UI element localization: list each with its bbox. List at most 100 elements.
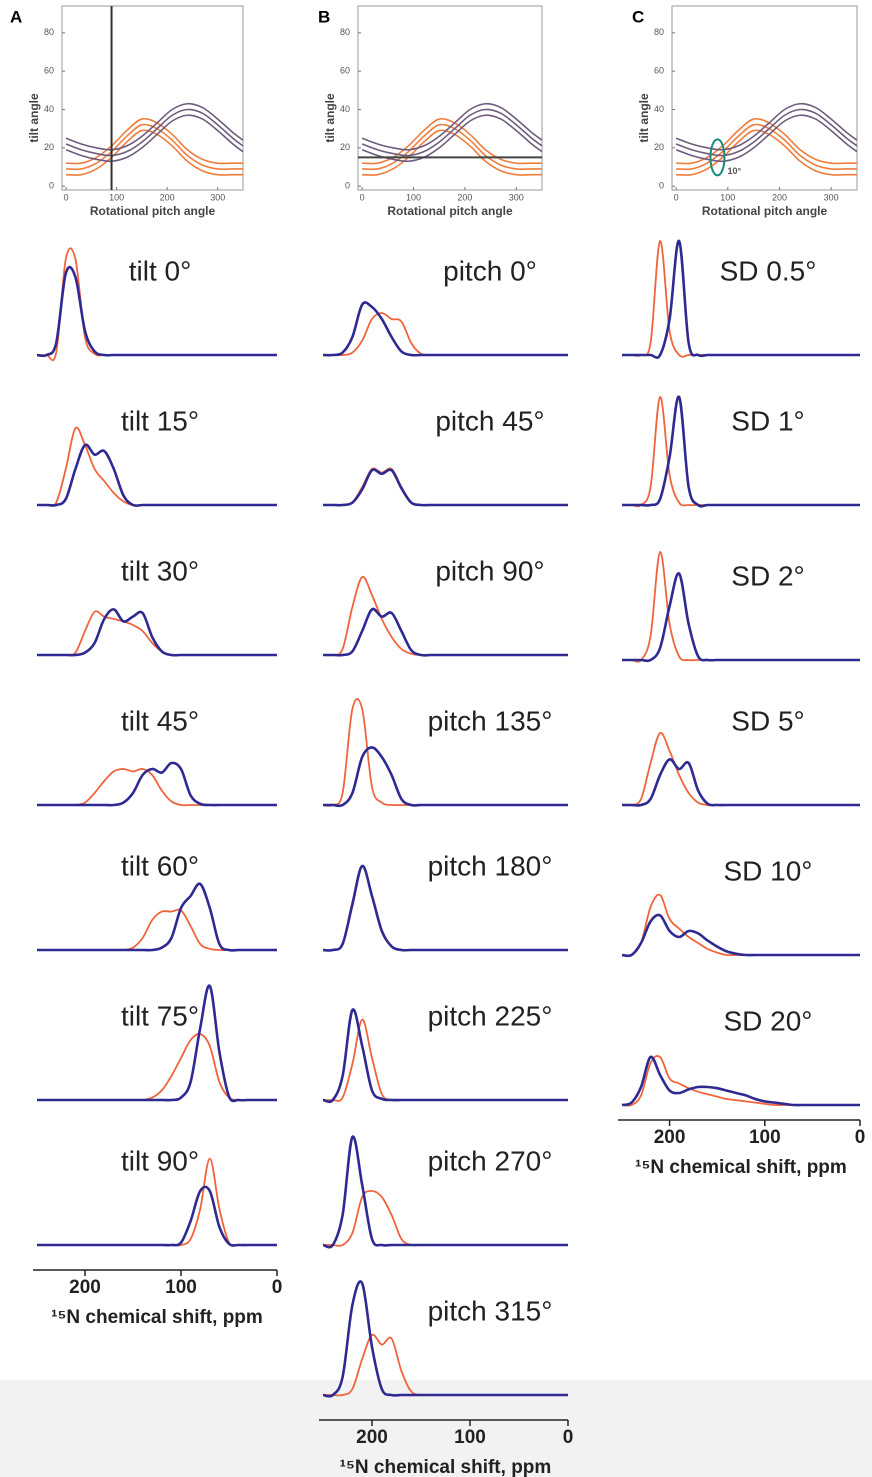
- spectrum: [36, 984, 277, 1103]
- spectrum-title: SD 5°: [731, 705, 804, 736]
- panel-label: A: [10, 7, 22, 26]
- spectrum-title: pitch 0°: [443, 255, 537, 286]
- x-tick-label: 0: [64, 192, 69, 202]
- y-tick-label: 60: [340, 66, 350, 76]
- spectrum: [322, 1135, 568, 1249]
- spectrum: [323, 746, 568, 808]
- x-tick-label: 100: [454, 1427, 486, 1448]
- curve: [675, 102, 857, 151]
- spectrum-title: pitch 45°: [435, 405, 544, 436]
- spectrum: [37, 610, 277, 657]
- x-tick-label: 100: [109, 192, 124, 202]
- spectrum: [37, 1185, 277, 1247]
- y-axis-label: tilt angle: [323, 93, 337, 143]
- curve: [361, 108, 542, 157]
- spectrum: [36, 908, 277, 952]
- highlight: [709, 138, 726, 177]
- spectrum: [36, 1032, 277, 1102]
- y-tick-label: 80: [340, 27, 350, 37]
- y-tick-label: 40: [340, 104, 350, 114]
- spectrum: [622, 758, 860, 807]
- spectrum-title: tilt 45°: [121, 705, 199, 736]
- y-tick-label: 60: [44, 66, 54, 76]
- spectrum: [621, 732, 860, 807]
- y-tick-label: 20: [654, 142, 664, 152]
- spectrum-title: pitch 135°: [428, 705, 553, 736]
- spectrum: [621, 1055, 860, 1107]
- spectrum-title: pitch 90°: [435, 555, 544, 586]
- spectrum: [323, 1190, 568, 1247]
- spectrum: [622, 239, 860, 359]
- spectrum: [322, 1280, 568, 1398]
- y-tick-label: 0: [49, 181, 54, 191]
- x-axis-label: Rotational pitch angle: [702, 204, 828, 218]
- x-tick-label: 0: [674, 192, 679, 202]
- x-axis-label: Rotational pitch angle: [90, 204, 216, 218]
- spectrum-title: SD 1°: [731, 405, 804, 436]
- x-tick-label: 200: [457, 192, 472, 202]
- spectrum: [36, 426, 277, 507]
- spectrum: [621, 893, 860, 957]
- spectrum: [36, 265, 277, 358]
- y-tick-label: 80: [654, 27, 664, 37]
- x-tick-label: 0: [855, 1127, 866, 1148]
- spectrum-title: SD 10°: [723, 855, 812, 886]
- x-tick-label: 200: [160, 192, 175, 202]
- x-tick-label: 300: [824, 192, 839, 202]
- x-tick-label: 200: [772, 192, 787, 202]
- x-tick-label: 0: [272, 1277, 283, 1298]
- x-tick-label: 100: [749, 1127, 781, 1148]
- x-tick-label: 0: [563, 1427, 574, 1448]
- curve: [361, 102, 542, 151]
- spectrum: [323, 312, 568, 357]
- x-tick-label: 100: [406, 192, 421, 202]
- spectrum: [323, 607, 568, 657]
- spectrum: [323, 467, 568, 507]
- spectrum: [622, 395, 860, 508]
- curve: [65, 108, 243, 157]
- spectrum: [37, 608, 277, 657]
- spectrum-title: tilt 15°: [121, 405, 199, 436]
- spectrum: [322, 576, 568, 657]
- x-axis-label: Rotational pitch angle: [387, 204, 513, 218]
- spectrum: [37, 443, 277, 508]
- y-tick-label: 0: [659, 181, 664, 191]
- spectrum-title: pitch 180°: [428, 850, 553, 881]
- spectrum: [322, 1008, 568, 1104]
- spectrum-title: pitch 270°: [428, 1145, 553, 1176]
- spectrum: [322, 864, 568, 952]
- spectrum-title: tilt 0°: [129, 255, 192, 286]
- x-axis-label: ¹⁵N chemical shift, ppm: [340, 1457, 552, 1477]
- spectrum-title: tilt 75°: [121, 1000, 199, 1031]
- curve: [65, 114, 243, 163]
- x-tick-label: 200: [356, 1427, 388, 1448]
- y-tick-label: 40: [44, 104, 54, 114]
- spectrum-title: tilt 90°: [121, 1145, 199, 1176]
- spectrum: [621, 913, 860, 958]
- x-tick-label: 300: [509, 192, 524, 202]
- x-tick-label: 100: [720, 192, 735, 202]
- curve: [65, 102, 243, 151]
- spectrum-title: tilt 30°: [121, 555, 199, 586]
- curve: [675, 114, 857, 163]
- spectrum: [621, 1055, 860, 1107]
- y-tick-label: 40: [654, 104, 664, 114]
- y-tick-label: 80: [44, 27, 54, 37]
- y-tick-label: 20: [44, 142, 54, 152]
- spectrum: [322, 301, 568, 357]
- x-tick-label: 0: [360, 192, 365, 202]
- spectrum-title: pitch 225°: [428, 1000, 553, 1031]
- spectrum-title: tilt 60°: [121, 850, 199, 881]
- spectrum: [36, 882, 277, 952]
- y-tick-label: 20: [340, 142, 350, 152]
- panel-label: C: [632, 7, 644, 26]
- x-tick-label: 200: [69, 1277, 101, 1298]
- spectrum: [37, 768, 277, 807]
- x-axis-label: ¹⁵N chemical shift, ppm: [51, 1307, 263, 1328]
- spectrum-title: SD 0.5°: [720, 255, 817, 286]
- curve: [675, 108, 857, 157]
- y-axis-label: tilt angle: [27, 93, 41, 143]
- x-tick-label: 100: [165, 1277, 197, 1298]
- spectrum-title: SD 20°: [723, 1005, 812, 1036]
